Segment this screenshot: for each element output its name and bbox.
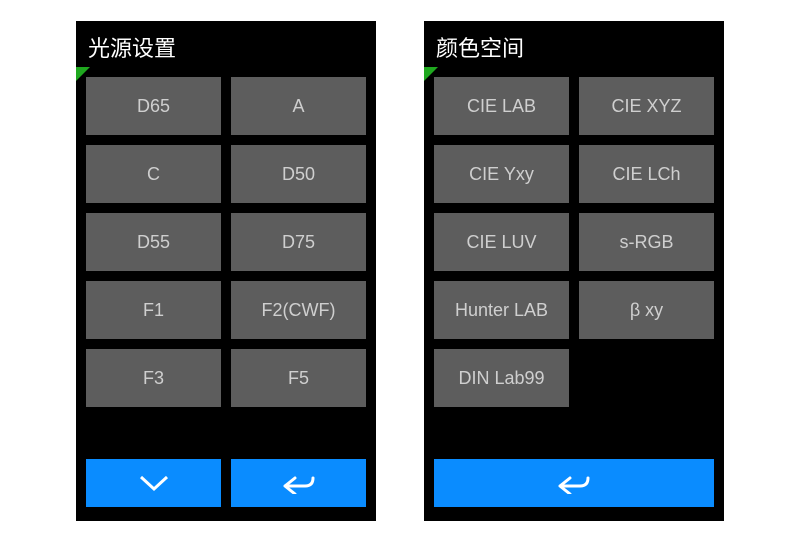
color-space-panel: 颜色空间 CIE LAB CIE XYZ CIE Yxy CIE LCh CIE…: [424, 21, 724, 521]
option-cielch[interactable]: CIE LCh: [579, 145, 714, 203]
back-arrow-icon: [281, 472, 317, 494]
option-f3[interactable]: F3: [86, 349, 221, 407]
panel-title: 光源设置: [76, 21, 376, 71]
light-source-panel: 光源设置 D65 A C D50 D55 D75 F1 F2(CWF) F3 F…: [76, 21, 376, 521]
chevron-down-icon: [137, 473, 171, 493]
back-button[interactable]: [231, 459, 366, 507]
panel-footer: [424, 459, 724, 521]
option-f5[interactable]: F5: [231, 349, 366, 407]
option-srgb[interactable]: s-RGB: [579, 213, 714, 271]
option-cielab[interactable]: CIE LAB: [434, 77, 569, 135]
light-source-grid: D65 A C D50 D55 D75 F1 F2(CWF) F3 F5: [76, 71, 376, 407]
color-space-grid: CIE LAB CIE XYZ CIE Yxy CIE LCh CIE LUV …: [424, 71, 724, 407]
option-dinlab99[interactable]: DIN Lab99: [434, 349, 569, 407]
option-c[interactable]: C: [86, 145, 221, 203]
back-arrow-icon: [556, 472, 592, 494]
option-d65[interactable]: D65: [86, 77, 221, 135]
option-betaxy[interactable]: β xy: [579, 281, 714, 339]
option-cieluv[interactable]: CIE LUV: [434, 213, 569, 271]
option-cieyxy[interactable]: CIE Yxy: [434, 145, 569, 203]
option-d50[interactable]: D50: [231, 145, 366, 203]
status-indicator-icon: [424, 67, 438, 81]
option-a[interactable]: A: [231, 77, 366, 135]
option-d75[interactable]: D75: [231, 213, 366, 271]
option-f2cwf[interactable]: F2(CWF): [231, 281, 366, 339]
option-ciexyz[interactable]: CIE XYZ: [579, 77, 714, 135]
panel-title: 颜色空间: [424, 21, 724, 71]
option-d55[interactable]: D55: [86, 213, 221, 271]
status-indicator-icon: [76, 67, 90, 81]
panel-footer: [76, 459, 376, 521]
back-button[interactable]: [434, 459, 714, 507]
page-down-button[interactable]: [86, 459, 221, 507]
option-hunterlab[interactable]: Hunter LAB: [434, 281, 569, 339]
option-f1[interactable]: F1: [86, 281, 221, 339]
